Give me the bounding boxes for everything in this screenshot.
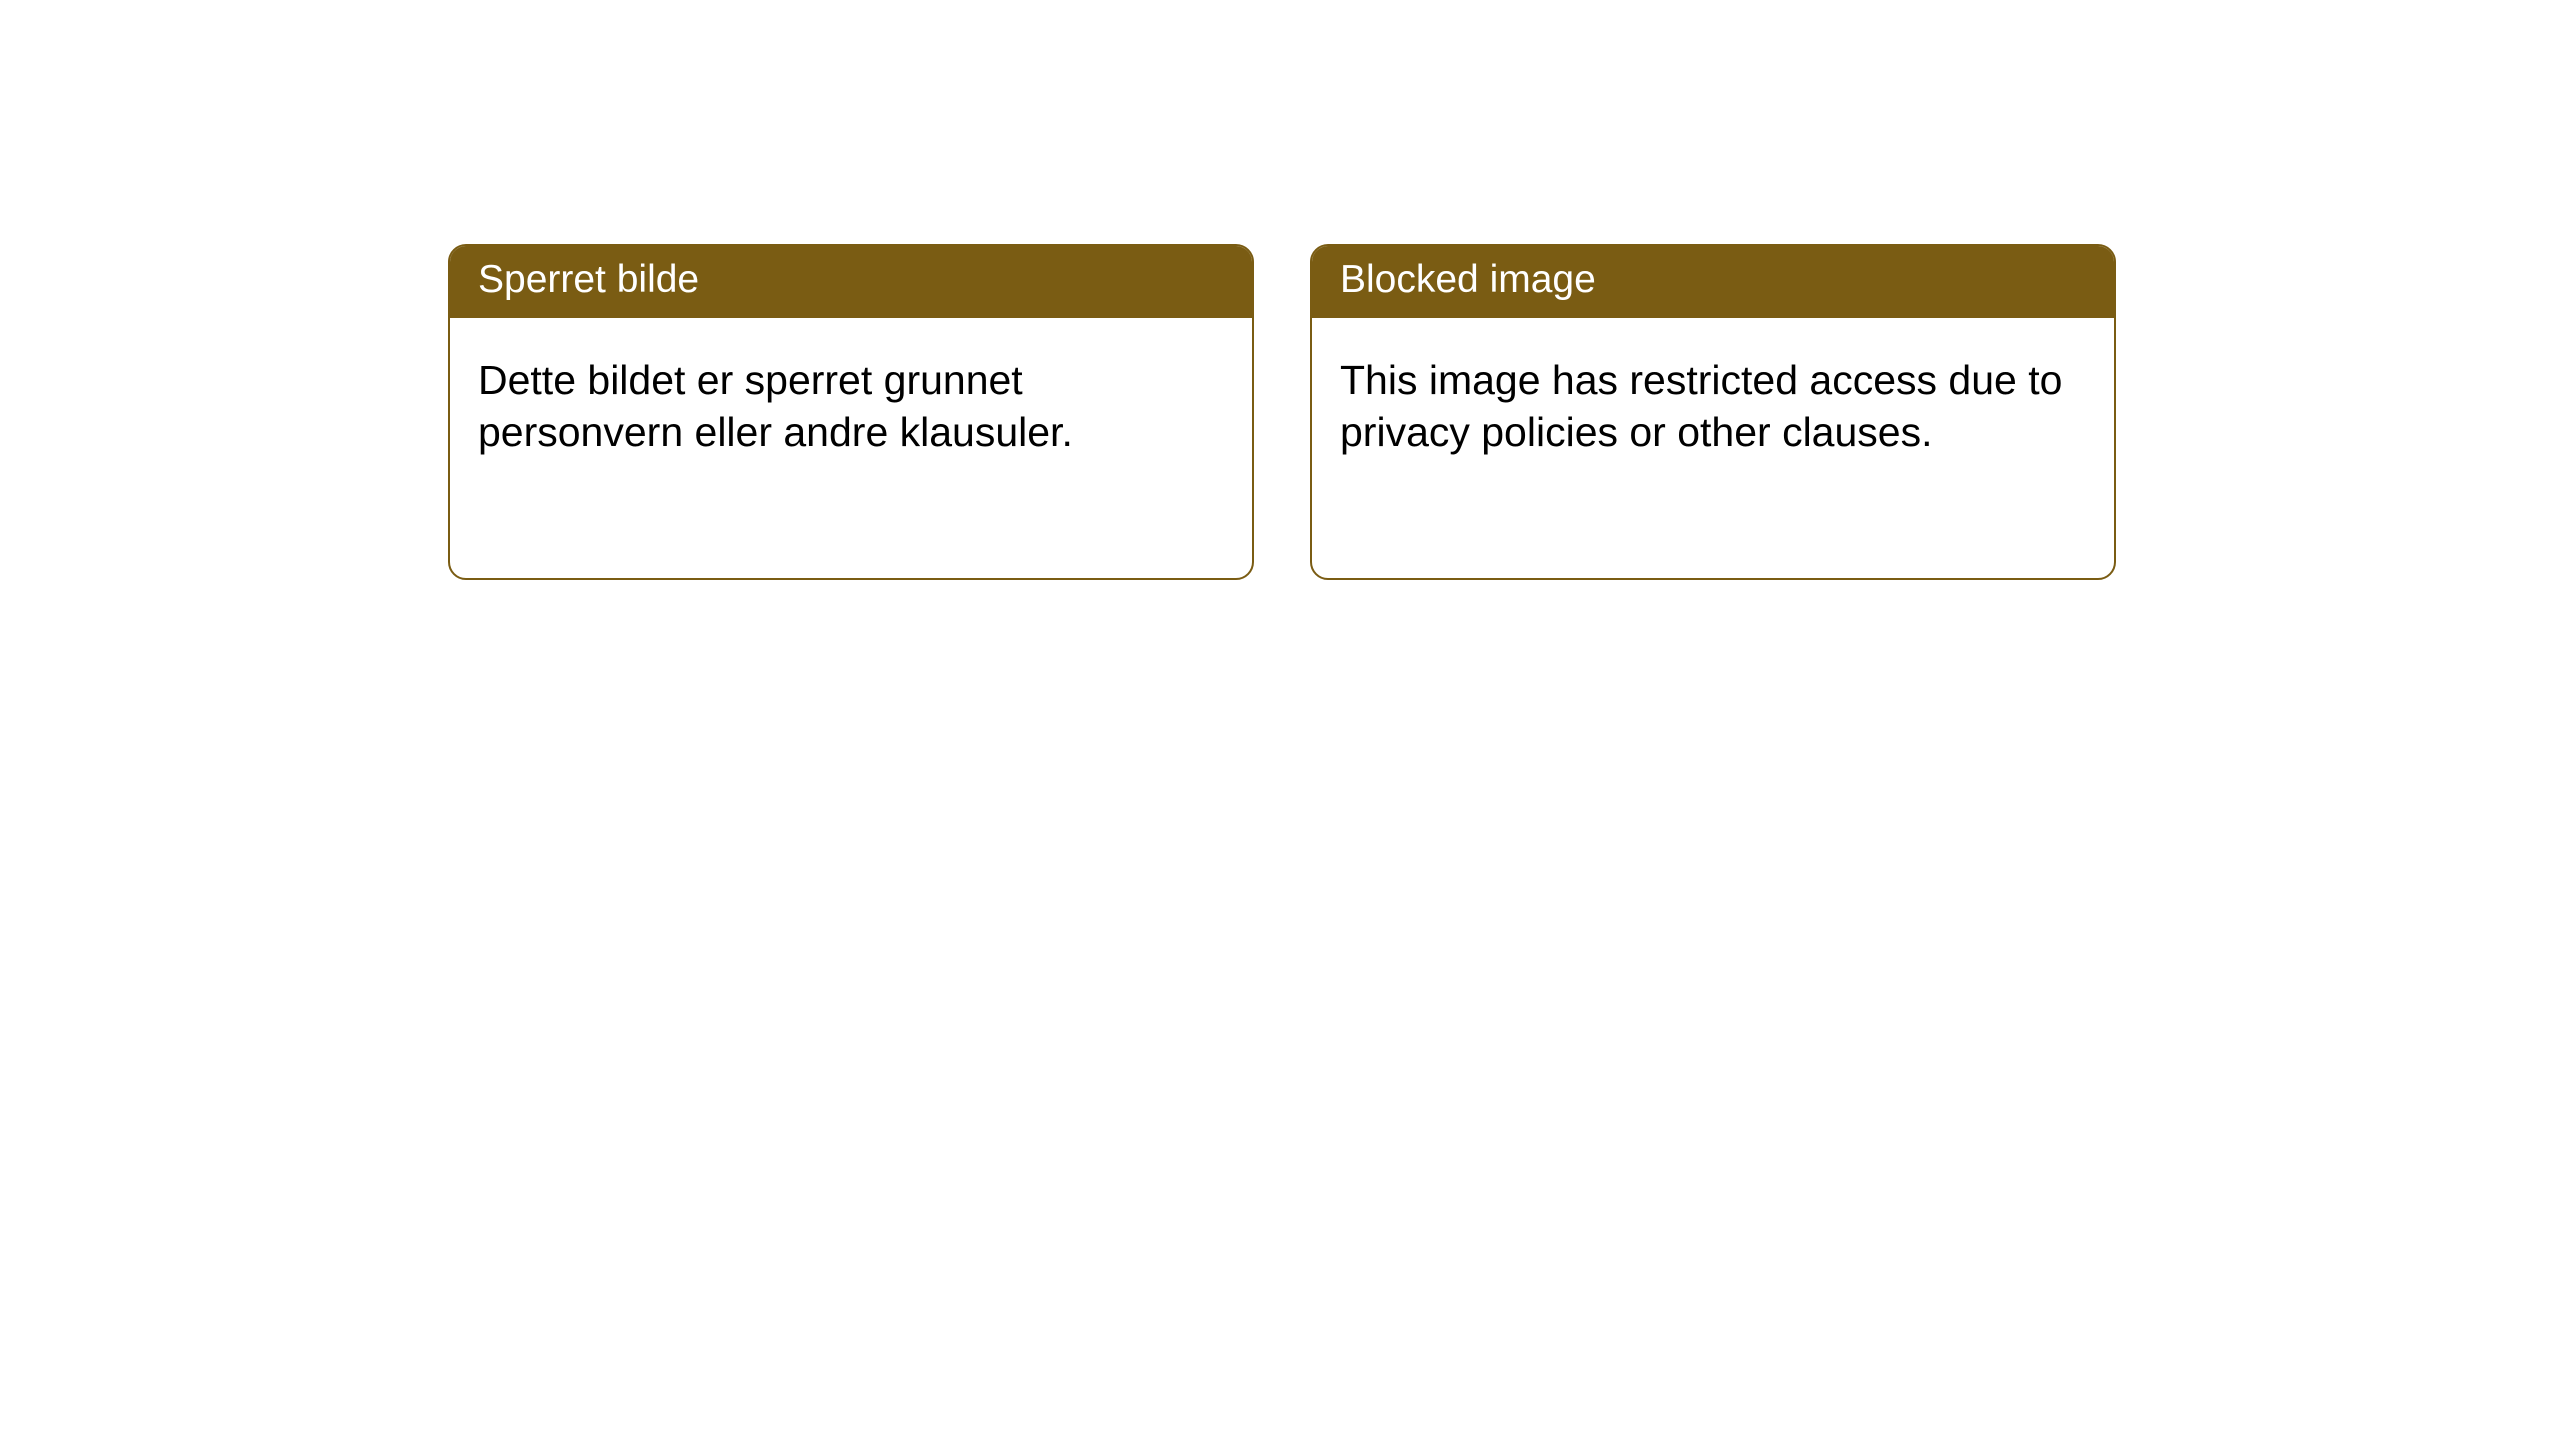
notice-body: Dette bildet er sperret grunnet personve…: [450, 318, 1252, 495]
notice-header: Sperret bilde: [450, 246, 1252, 318]
notice-container: Sperret bilde Dette bildet er sperret gr…: [0, 0, 2560, 580]
notice-header: Blocked image: [1312, 246, 2114, 318]
notice-card-english: Blocked image This image has restricted …: [1310, 244, 2116, 580]
notice-body: This image has restricted access due to …: [1312, 318, 2114, 495]
notice-card-norwegian: Sperret bilde Dette bildet er sperret gr…: [448, 244, 1254, 580]
